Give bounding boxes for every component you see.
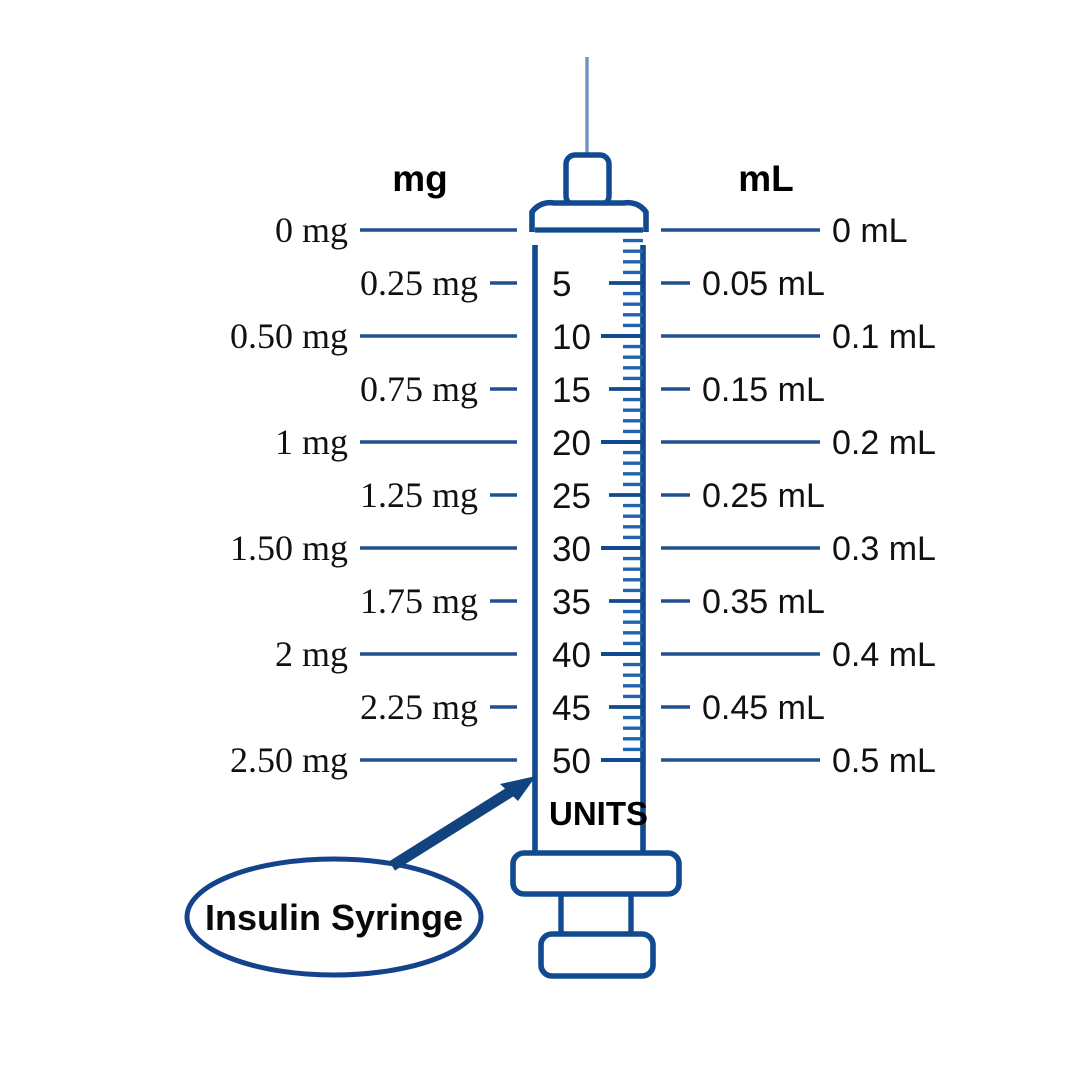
ml-scale-row: 0.15 mL [661, 371, 825, 409]
mg-scale-row: 1.50 mg [230, 528, 517, 568]
ml-value-label: 0.35 mL [702, 583, 825, 621]
ml-scale-row: 0.2 mL [661, 424, 936, 462]
mg-value-label: 1.25 mg [360, 475, 478, 515]
barrel-tick-marks [601, 238, 643, 762]
ml-value-label: 0 mL [832, 212, 908, 250]
mg-value-label: 2 mg [275, 634, 348, 674]
unit-number-label: 30 [552, 530, 591, 569]
unit-number-label: 20 [552, 424, 591, 463]
callout-arrow [389, 776, 536, 871]
mg-scale-row: 2.25 mg [360, 687, 517, 727]
mg-value-label: 1 mg [275, 422, 348, 462]
column-header-ml: mL [738, 158, 794, 199]
ml-value-label: 0.4 mL [832, 636, 936, 674]
ml-scale-row: 0.3 mL [661, 530, 936, 568]
unit-number-label: 10 [552, 318, 591, 357]
mg-scale-row: 2.50 mg [230, 740, 517, 780]
callout-label: Insulin Syringe [205, 897, 463, 938]
mg-scale-row: 1 mg [275, 422, 517, 462]
mg-scale-row: 0.25 mg [360, 263, 517, 303]
unit-number-label: 45 [552, 689, 591, 728]
unit-number-label: 25 [552, 477, 591, 516]
ml-value-label: 0.2 mL [832, 424, 936, 462]
mg-value-label: 2.25 mg [360, 687, 478, 727]
mg-scale-row: 0.75 mg [360, 369, 517, 409]
plunger-stem [558, 894, 634, 938]
mg-scale-row: 2 mg [275, 634, 517, 674]
unit-number-label: 40 [552, 636, 591, 675]
ml-value-label: 0.3 mL [832, 530, 936, 568]
mg-value-label: 2.50 mg [230, 740, 348, 780]
plunger-flange [510, 850, 682, 897]
mg-value-label: 1.75 mg [360, 581, 478, 621]
mg-scale-row: 1.75 mg [360, 581, 517, 621]
needle-hub [563, 152, 612, 208]
unit-number-labels: 5 10 15 20 25 30 35 40 45 50 [552, 265, 591, 781]
ml-scale-row: 0.25 mL [661, 477, 825, 515]
ml-value-label: 0.05 mL [702, 265, 825, 303]
ml-scale-row: 0 mL [661, 212, 908, 250]
plunger-thumb-pad [538, 931, 656, 979]
mg-scale-rows: 0 mg 0.25 mg 0.50 mg 0.75 mg 1 mg 1.25 mg 1.50… [230, 210, 517, 780]
ml-value-label: 0.15 mL [702, 371, 825, 409]
unit-number-label: 50 [552, 742, 591, 781]
ml-scale-row: 0.1 mL [661, 318, 936, 356]
mg-scale-row: 0.50 mg [230, 316, 517, 356]
ml-scale-row: 0.05 mL [661, 265, 825, 303]
ml-value-label: 0.25 mL [702, 477, 825, 515]
ml-scale-row: 0.5 mL [661, 742, 936, 780]
mg-value-label: 0.50 mg [230, 316, 348, 356]
column-header-mg: mg [392, 158, 448, 199]
ml-value-label: 0.1 mL [832, 318, 936, 356]
mg-value-label: 0 mg [275, 210, 348, 250]
callout-ellipse [184, 856, 484, 978]
callout-arrow-head [500, 776, 536, 801]
ml-scale-row: 0.45 mL [661, 689, 825, 727]
mg-value-label: 0.75 mg [360, 369, 478, 409]
ml-scale-row: 0.35 mL [661, 583, 825, 621]
callout-arrow-shaft [389, 782, 521, 871]
ml-value-label: 0.5 mL [832, 742, 936, 780]
mg-value-label: 0.25 mg [360, 263, 478, 303]
unit-number-label: 35 [552, 583, 591, 622]
mg-value-label: 1.50 mg [230, 528, 348, 568]
mg-scale-row: 1.25 mg [360, 475, 517, 515]
mg-scale-row: 0 mg [275, 210, 517, 250]
ml-scale-rows: 0 mL0.05 mL0.1 mL0.15 mL0.2 mL0.25 mL0.3… [661, 212, 936, 780]
unit-number-label: 5 [552, 265, 571, 304]
units-caption: UNITS [549, 795, 648, 832]
ml-scale-row: 0.4 mL [661, 636, 936, 674]
barrel-shoulder [529, 199, 649, 232]
ml-value-label: 0.45 mL [702, 689, 825, 727]
unit-number-label: 15 [552, 371, 591, 410]
